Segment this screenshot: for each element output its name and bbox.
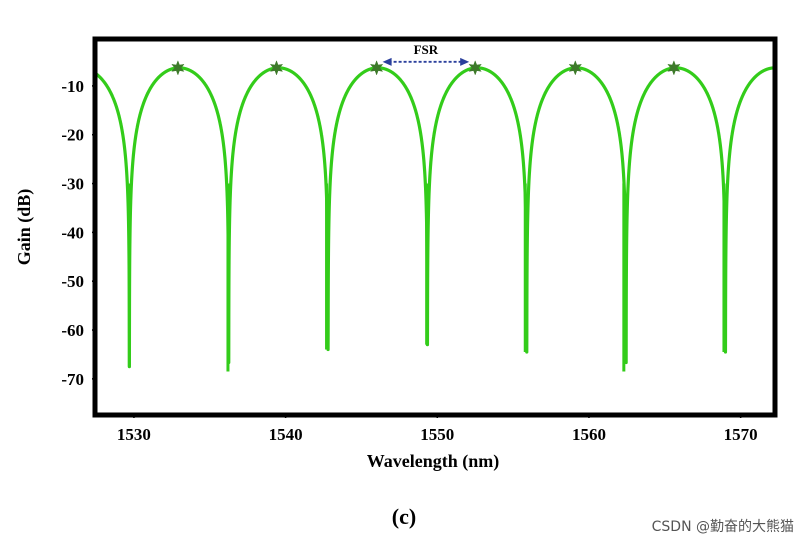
peak-marker: [269, 60, 284, 76]
y-tick-label: -10: [61, 77, 84, 96]
peak-marker: [468, 60, 482, 76]
x-tick-label: 1540: [269, 425, 303, 444]
peak-marker: [171, 60, 185, 76]
fsr-arrowhead-right: [460, 57, 470, 66]
peak-markers: [171, 60, 681, 76]
peak-marker: [667, 60, 681, 76]
plot-frame: [92, 36, 778, 418]
peak-marker: [369, 60, 384, 76]
y-tick-label: -30: [61, 175, 84, 194]
y-tick-label: -70: [61, 370, 84, 389]
y-tick-label: -20: [61, 126, 84, 145]
x-axis: 1530 1540 1550 1560 1570: [117, 414, 758, 444]
fsr-annotation: FSR: [382, 42, 470, 66]
x-tick-label: 1550: [420, 425, 454, 444]
x-tick-label: 1570: [724, 425, 758, 444]
y-tick-label: -50: [61, 272, 84, 291]
fsr-label: FSR: [414, 42, 439, 57]
figure-caption: (c): [391, 504, 417, 529]
y-tick-label: -60: [61, 321, 84, 340]
y-axis: -10 -20 -30 -40 -50 -60 -70: [61, 77, 96, 389]
peak-marker: [568, 60, 582, 76]
fsr-arrowhead-left: [382, 57, 392, 66]
x-axis-label: Wavelength (nm): [367, 451, 500, 472]
gain-series-line: [96, 66, 774, 369]
x-tick-label: 1530: [117, 425, 151, 444]
y-axis-label: Gain (dB): [14, 189, 35, 266]
watermark: CSDN @勤奋的大熊猫: [651, 519, 794, 535]
plot-area: [96, 66, 774, 372]
y-tick-label: -40: [61, 223, 84, 242]
x-tick-label: 1560: [572, 425, 606, 444]
